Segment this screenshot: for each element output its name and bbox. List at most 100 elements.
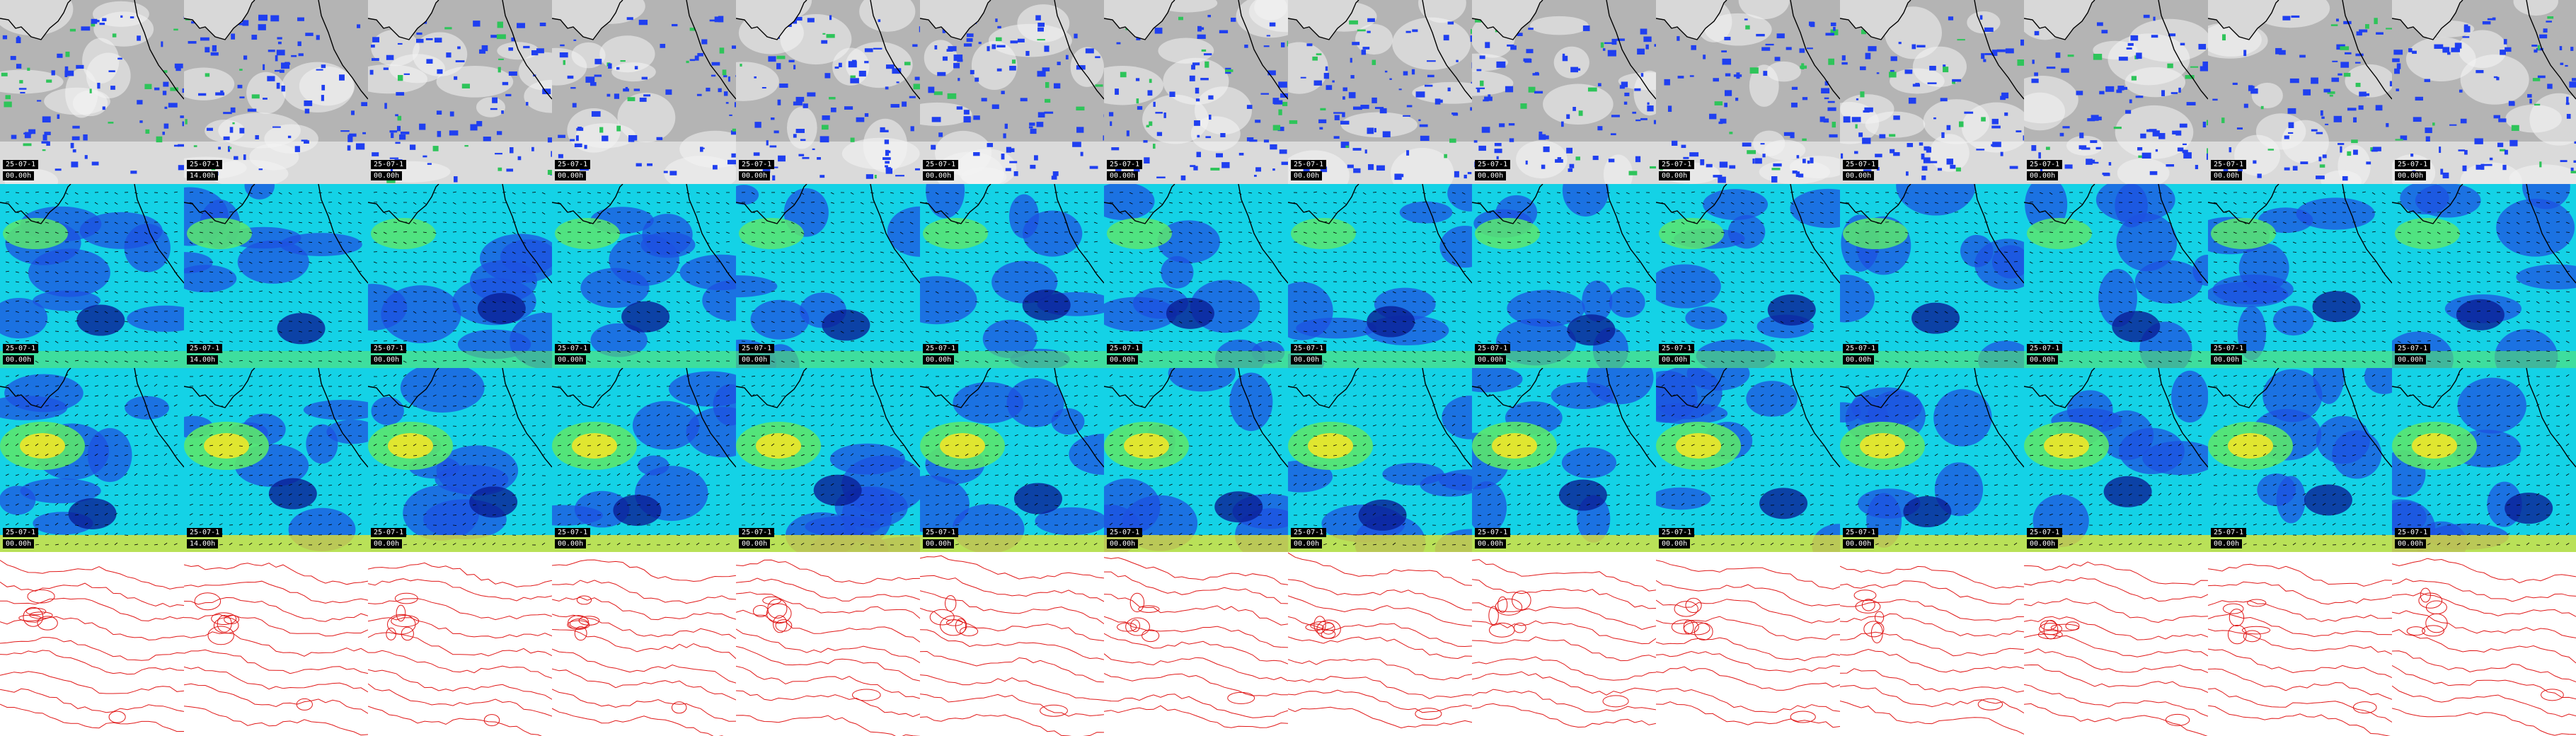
cloud-patch bbox=[1890, 68, 1945, 94]
panel-time-label: 00.00h bbox=[923, 539, 955, 548]
isobar-contour bbox=[2208, 688, 2392, 723]
convection-cell bbox=[1566, 114, 1570, 119]
convection-cell bbox=[223, 136, 230, 140]
coastline bbox=[0, 368, 71, 408]
convection-cell bbox=[821, 125, 829, 130]
convection-cell bbox=[788, 59, 795, 63]
wind-speed-zone bbox=[1609, 287, 1645, 318]
convection-cell bbox=[991, 44, 996, 50]
convection-cell bbox=[2031, 79, 2039, 84]
convection-cell bbox=[689, 28, 696, 31]
isobar-contour bbox=[552, 597, 736, 621]
convection-cell bbox=[914, 76, 920, 81]
convection-cell bbox=[523, 45, 530, 49]
isobar-contour bbox=[552, 668, 736, 701]
isobar-contour bbox=[0, 703, 184, 732]
wind-speed-zone bbox=[613, 495, 662, 527]
convection-cell bbox=[1632, 111, 1637, 114]
convection-cell bbox=[639, 97, 647, 102]
convection-cell bbox=[2425, 136, 2430, 142]
convection-cell bbox=[2358, 105, 2364, 110]
convection-cell bbox=[267, 76, 275, 81]
convection-cell bbox=[864, 48, 873, 52]
coastline bbox=[686, 0, 736, 100]
coastline bbox=[1790, 0, 1840, 100]
panel-date-label: 25-07-1 bbox=[2027, 528, 2063, 537]
convection-cell bbox=[1137, 105, 1143, 110]
convection-cell bbox=[2374, 18, 2378, 25]
convection-cell bbox=[711, 74, 716, 77]
wind-speed-zone bbox=[572, 433, 617, 459]
convection-cell bbox=[620, 59, 626, 62]
convection-cell bbox=[1350, 57, 1352, 63]
convection-cell bbox=[824, 73, 831, 79]
convection-cell bbox=[1195, 98, 1200, 102]
isobar-contour bbox=[1874, 611, 1885, 624]
isobar-contour bbox=[184, 580, 368, 604]
coastline bbox=[184, 0, 255, 40]
convection-cell bbox=[1447, 21, 1454, 25]
convection-cell bbox=[2500, 50, 2507, 55]
convection-cell bbox=[2460, 118, 2467, 124]
convection-cell bbox=[880, 127, 885, 132]
map-canvas bbox=[1840, 552, 2024, 736]
convection-cell bbox=[723, 75, 728, 78]
isobar-contour bbox=[1104, 557, 1288, 585]
isobar-contour bbox=[368, 578, 552, 602]
convection-cell bbox=[1115, 168, 1122, 173]
pressure-background bbox=[368, 552, 552, 736]
wind-speed-zone bbox=[552, 505, 603, 526]
convection-cell bbox=[2179, 123, 2187, 128]
convection-cell bbox=[1496, 61, 1506, 68]
wind-speed-zone bbox=[555, 218, 620, 249]
convection-cell bbox=[1507, 44, 1514, 47]
convection-cell bbox=[506, 168, 514, 172]
panel-date-label: 25-07-1 bbox=[1291, 344, 1327, 353]
convection-cell bbox=[728, 76, 730, 82]
isobar-contour bbox=[2040, 620, 2057, 631]
wind-speed-zone bbox=[1582, 280, 1613, 322]
convection-cell bbox=[1003, 133, 1006, 139]
convection-cell bbox=[1683, 156, 1689, 159]
convection-cell bbox=[163, 70, 168, 73]
convection-cell bbox=[1771, 176, 1778, 183]
convection-cell bbox=[580, 168, 590, 171]
isobar-contour bbox=[736, 609, 920, 643]
convection-cell bbox=[163, 123, 169, 129]
convection-cell bbox=[1706, 163, 1713, 168]
coastline bbox=[2158, 0, 2208, 100]
convection-cell bbox=[1762, 154, 1766, 158]
isobar-contour bbox=[2024, 703, 2208, 736]
wind-arrow-icon bbox=[1293, 191, 1466, 363]
convection-cell bbox=[585, 76, 595, 83]
convection-cell bbox=[164, 106, 168, 109]
convection-cell bbox=[1312, 56, 1318, 61]
convection-cell bbox=[778, 155, 786, 162]
map-canvas bbox=[2024, 0, 2208, 184]
convection-cell bbox=[1374, 127, 1376, 133]
convection-cell bbox=[885, 149, 890, 156]
convection-cell bbox=[1923, 157, 1931, 163]
convection-cell bbox=[1806, 47, 1813, 50]
convection-cell bbox=[2222, 34, 2226, 41]
convection-cell bbox=[229, 127, 234, 133]
isobar-contour bbox=[2208, 705, 2391, 736]
wind-speed-zone bbox=[2304, 484, 2352, 516]
convection-cell bbox=[1180, 175, 1186, 180]
convection-cell bbox=[1207, 15, 1212, 18]
convection-cell bbox=[2149, 129, 2157, 132]
isobar-contour bbox=[1488, 606, 1499, 626]
map-panel: 25-07-1 00.00h bbox=[1656, 0, 1840, 184]
convection-cell bbox=[1204, 61, 1209, 68]
convection-cell bbox=[1943, 64, 1946, 68]
map-panel bbox=[1840, 552, 2024, 736]
convection-cell bbox=[1859, 66, 1866, 71]
convection-cell bbox=[1270, 144, 1277, 150]
convection-cell bbox=[1569, 163, 1575, 168]
map-panel: 25-07-1 00.00h bbox=[2208, 368, 2392, 552]
panel-time-label: 14.00h bbox=[187, 539, 219, 548]
convection-cell bbox=[1602, 48, 1606, 51]
isobar-contour bbox=[1602, 695, 1629, 708]
convection-cell bbox=[173, 28, 178, 31]
panel-time-label: 00.00h bbox=[739, 355, 771, 364]
